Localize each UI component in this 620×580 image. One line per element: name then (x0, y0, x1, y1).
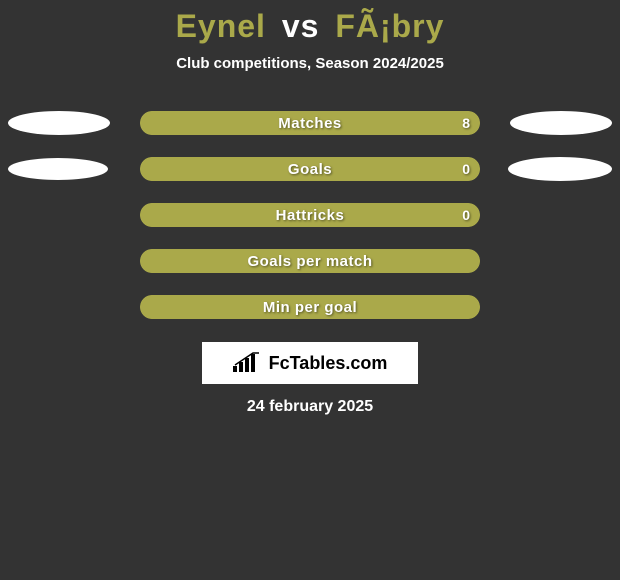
stat-rows: Matches8Goals0Hattricks0Goals per matchM… (0, 100, 620, 330)
stat-bar: Goals0 (140, 157, 480, 181)
stat-bar-label: Goals per match (140, 249, 480, 273)
left-ellipse (8, 111, 110, 135)
player2-name: FÃ¡bry (335, 8, 444, 44)
card-date: 24 february 2025 (0, 398, 620, 416)
logo-box: FcTables.com (202, 342, 418, 384)
stat-row: Min per goal (0, 284, 620, 330)
vs-label: vs (282, 8, 320, 44)
stat-bar: Goals per match (140, 249, 480, 273)
right-ellipse (510, 111, 612, 135)
stat-bar: Min per goal (140, 295, 480, 319)
chart-bars-icon (233, 352, 263, 374)
right-ellipse (508, 157, 612, 181)
stat-bar-label: Min per goal (140, 295, 480, 319)
stat-bar-right-value: 0 (462, 203, 470, 227)
stat-bar: Matches8 (140, 111, 480, 135)
stat-bar-label: Matches (140, 111, 480, 135)
stat-row: Goals0 (0, 146, 620, 192)
left-ellipse (8, 158, 108, 180)
stat-bar-label: Hattricks (140, 203, 480, 227)
stat-bar-right-value: 0 (462, 157, 470, 181)
stat-row: Goals per match (0, 238, 620, 284)
logo-text: FcTables.com (269, 353, 388, 374)
stat-bar-right-value: 8 (462, 111, 470, 135)
stat-bar-label: Goals (140, 157, 480, 181)
stat-bar: Hattricks0 (140, 203, 480, 227)
stat-row: Matches8 (0, 100, 620, 146)
logo: FcTables.com (233, 352, 388, 374)
card-title: Eynel vs FÃ¡bry (0, 8, 620, 45)
stat-row: Hattricks0 (0, 192, 620, 238)
card-subtitle: Club competitions, Season 2024/2025 (0, 55, 620, 72)
player1-name: Eynel (176, 8, 266, 44)
comparison-card: Eynel vs FÃ¡bry Club competitions, Seaso… (0, 0, 620, 580)
